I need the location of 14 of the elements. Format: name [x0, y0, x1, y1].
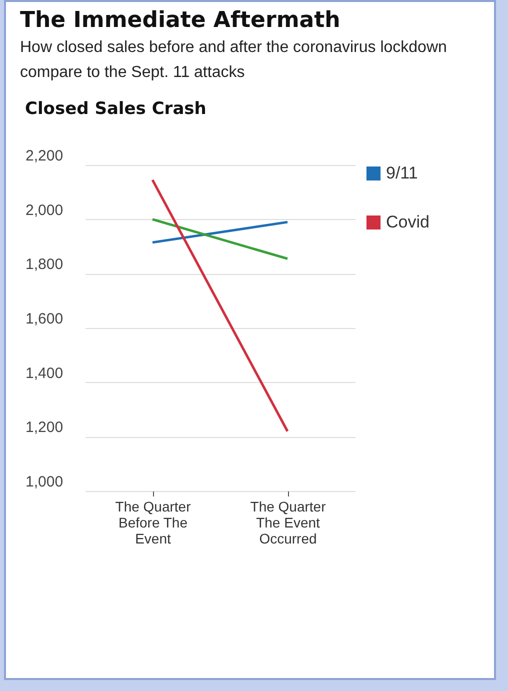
y-tick-label: 1,800: [26, 256, 64, 274]
chart-subtitle: How closed sales before and after the coronavirus lockdown compare to the Sept. 11 attacks: [20, 38, 448, 83]
chart-title: The Immediate Aftermath: [20, 8, 342, 33]
y-tick-label: 2,000: [26, 202, 64, 219]
legend-label: Covid: [386, 212, 430, 232]
x-tick-label: The Quarter Before The Event: [115, 498, 192, 546]
legend-label: 9/11: [386, 164, 418, 182]
x-tick-label: The Quarter The Event Occurred: [250, 498, 326, 546]
y-tick-label: 1,200: [26, 419, 64, 436]
y-tick-label: 2,200: [26, 148, 64, 164]
y-tick-label: 1,000: [26, 474, 64, 490]
y-tick-label: 1,400: [26, 364, 64, 382]
y-tick-label: 1,600: [26, 310, 64, 328]
text: Closed Sales Crash: [25, 99, 206, 119]
